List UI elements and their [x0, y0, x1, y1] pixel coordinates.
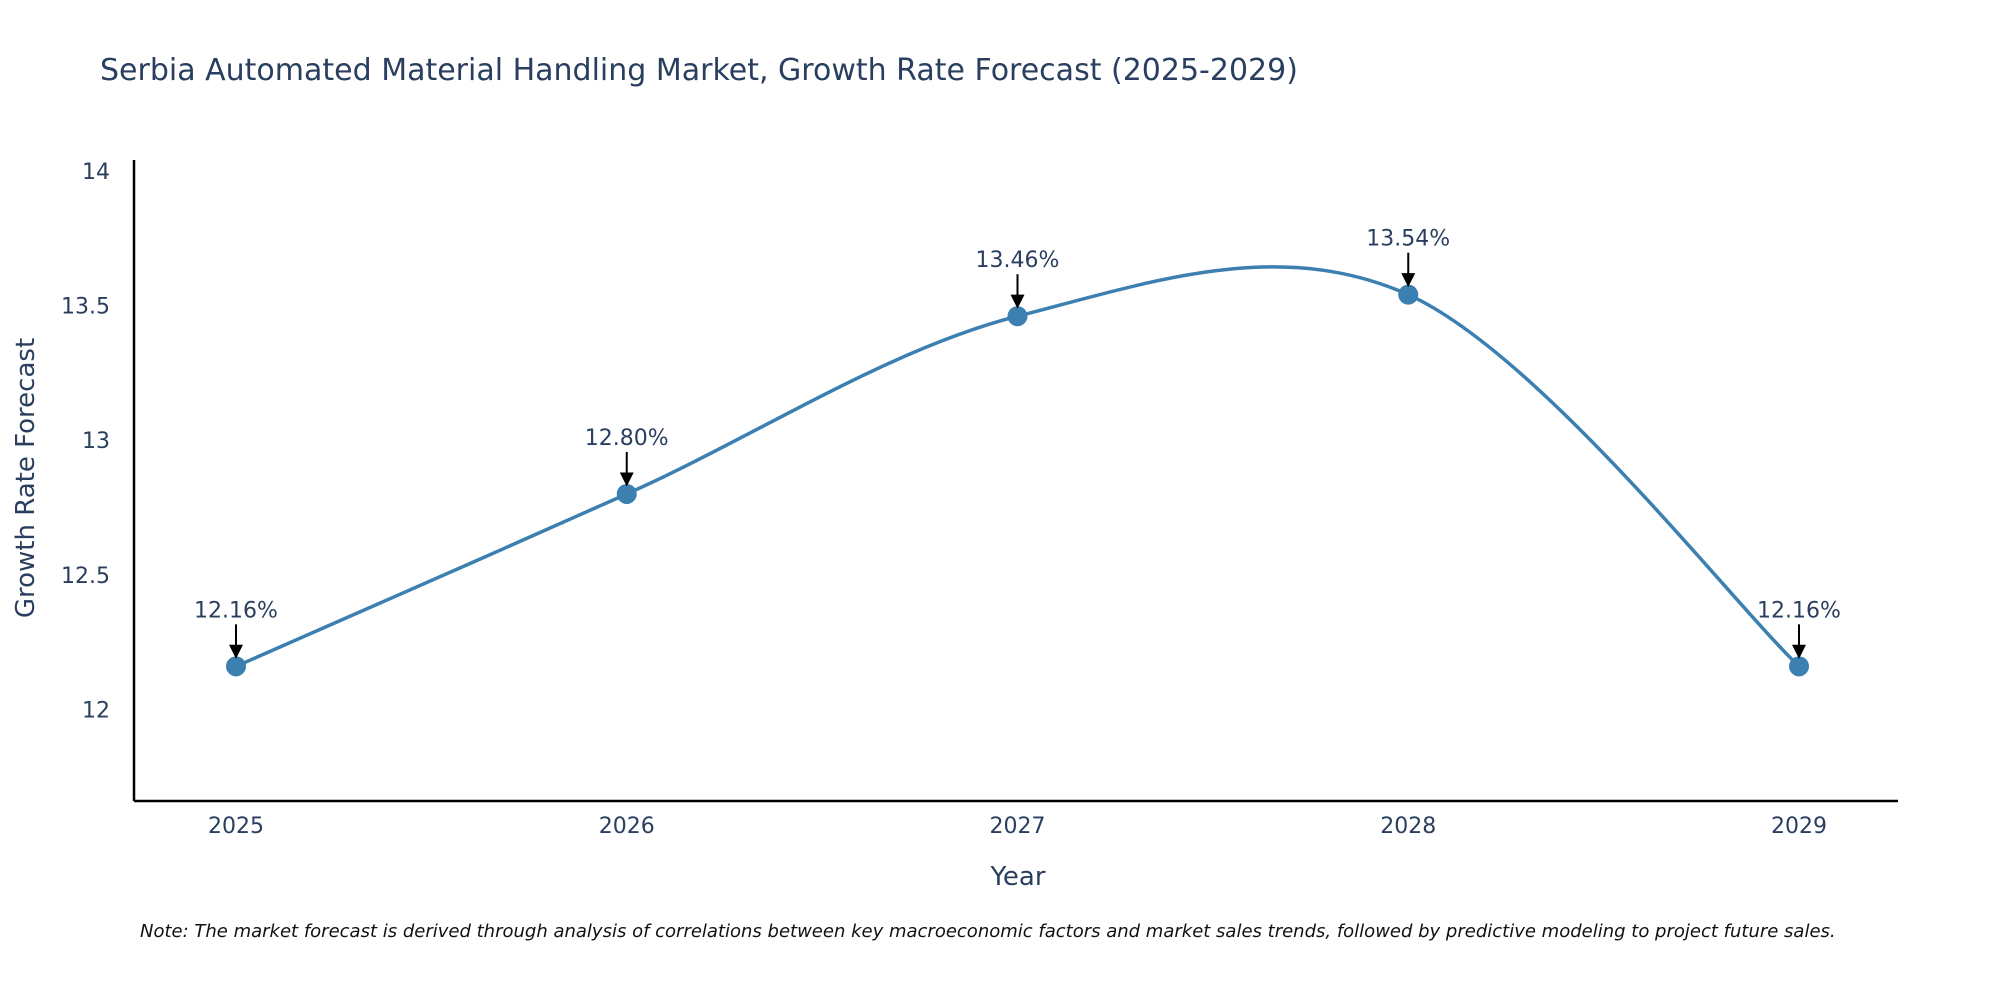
data-label-2025: 12.16%	[194, 598, 278, 623]
x-tick-label: 2028	[1380, 814, 1436, 839]
y-tick-label: 14	[82, 160, 110, 185]
y-tick-label: 13.5	[61, 294, 110, 319]
x-tick-label: 2025	[208, 814, 264, 839]
series-line	[235, 265, 1801, 668]
data-label-2027: 13.46%	[976, 248, 1060, 273]
data-point-2026	[616, 483, 637, 504]
data-point-2028	[1398, 284, 1419, 305]
x-axis-title: Year	[989, 862, 1045, 892]
chart-title: Serbia Automated Material Handling Marke…	[100, 53, 1298, 88]
data-point-2027	[1007, 306, 1028, 327]
x-tick-label: 2027	[990, 814, 1046, 839]
data-labels: 12.16% 12.80% 13.46% 13.54% 12.16%	[194, 227, 1841, 659]
axes: 12 12.5 13 13.5 14 2025 2026 2027 2028 2029	[61, 160, 1898, 839]
y-tick-label: 12.5	[61, 564, 110, 589]
data-label-2028: 13.54%	[1366, 227, 1450, 252]
y-axis-title: Growth Rate Forecast	[11, 338, 41, 618]
x-tick-label: 2026	[599, 814, 655, 839]
x-tick-label: 2029	[1771, 814, 1827, 839]
y-tick-label: 13	[82, 429, 110, 454]
data-label-2026: 12.80%	[585, 426, 669, 451]
y-tick-label: 12	[82, 698, 110, 723]
data-label-2029: 12.16%	[1757, 598, 1841, 623]
data-point-2029	[1789, 656, 1809, 677]
footnote: Note: The market forecast is derived thr…	[140, 921, 1836, 942]
data-point-2025	[226, 656, 246, 677]
series-growth-rate	[226, 265, 1809, 677]
